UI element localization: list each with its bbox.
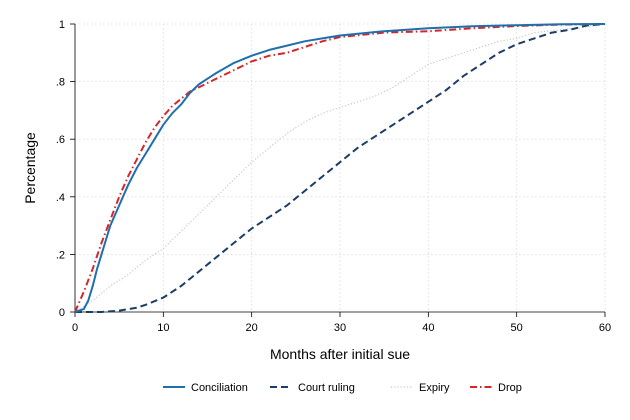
y-axis-title: Percentage <box>22 132 38 204</box>
axes <box>70 23 606 317</box>
x-tick-label: 60 <box>599 322 611 334</box>
series-line-drop <box>74 23 606 313</box>
grid <box>75 23 606 312</box>
y-tick-label: 0 <box>59 307 65 319</box>
legend-label-conciliation: Conciliation <box>191 382 248 394</box>
legend: Conciliation Court ruling Expiry Drop <box>163 382 522 394</box>
series-line-conciliation <box>74 23 606 313</box>
legend-label-drop: Drop <box>498 382 522 394</box>
series-line-court-ruling <box>75 23 606 313</box>
tick-labels: 0 10 20 30 40 50 60 0 .2 .4 .6 .8 1 <box>56 19 611 334</box>
y-tick-label: .2 <box>56 249 65 261</box>
legend-label-expiry: Expiry <box>419 382 450 394</box>
x-tick-label: 0 <box>72 322 78 334</box>
x-axis-title: Months after initial sue <box>270 346 410 362</box>
y-tick-label: .8 <box>56 77 65 89</box>
y-tick-label: 1 <box>59 19 65 31</box>
x-tick-label: 10 <box>157 322 169 334</box>
y-tick-label: .6 <box>56 134 65 146</box>
x-tick-label: 50 <box>511 322 523 334</box>
series-lines <box>74 23 606 313</box>
x-tick-label: 30 <box>334 322 346 334</box>
y-tick-label: .4 <box>56 192 65 204</box>
x-tick-label: 20 <box>246 322 258 334</box>
legend-label-court-ruling: Court ruling <box>298 382 355 394</box>
x-tick-label: 40 <box>422 322 434 334</box>
